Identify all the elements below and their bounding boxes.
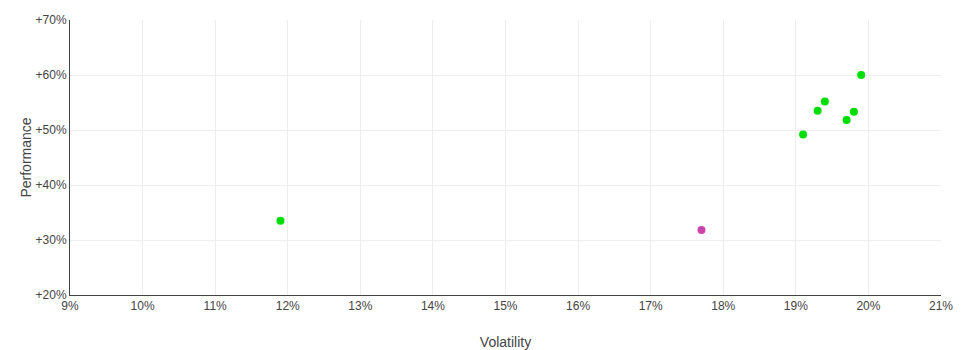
svg-text:20%: 20%	[856, 299, 880, 313]
svg-text:+50%: +50%	[36, 123, 67, 137]
svg-text:14%: 14%	[421, 299, 445, 313]
svg-text:Volatility: Volatility	[480, 334, 531, 350]
svg-text:17%: 17%	[639, 299, 663, 313]
svg-text:16%: 16%	[566, 299, 590, 313]
svg-text:+30%: +30%	[36, 233, 67, 247]
svg-text:10%: 10%	[131, 299, 155, 313]
svg-text:18%: 18%	[711, 299, 735, 313]
svg-text:+60%: +60%	[36, 68, 67, 82]
svg-text:21%: 21%	[929, 299, 953, 313]
svg-text:9%: 9%	[61, 299, 79, 313]
svg-text:+70%: +70%	[36, 13, 67, 27]
svg-text:12%: 12%	[276, 299, 300, 313]
svg-text:13%: 13%	[348, 299, 372, 313]
svg-text:+20%: +20%	[36, 288, 67, 302]
svg-text:+40%: +40%	[36, 178, 67, 192]
svg-text:11%: 11%	[204, 299, 227, 313]
svg-text:19%: 19%	[784, 299, 808, 313]
svg-text:15%: 15%	[493, 299, 517, 313]
svg-text:Performance: Performance	[18, 117, 34, 197]
